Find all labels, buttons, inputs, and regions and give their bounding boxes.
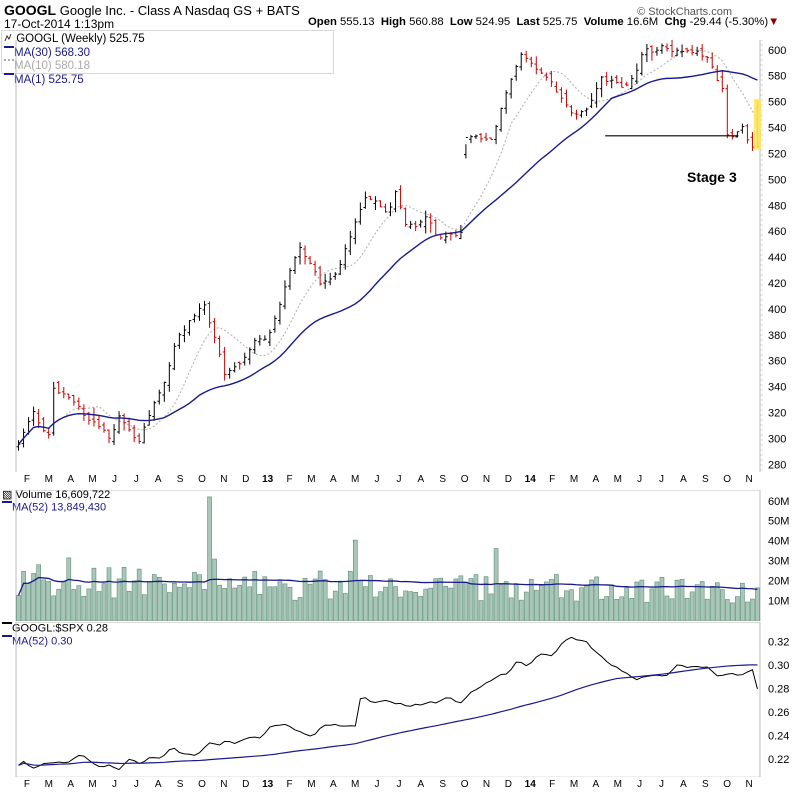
svg-text:A: A — [680, 474, 687, 485]
svg-text:A: A — [67, 779, 74, 790]
svg-text:13: 13 — [262, 474, 274, 485]
svg-text:300: 300 — [768, 433, 786, 445]
svg-text:380: 380 — [768, 330, 786, 342]
svg-text:A: A — [67, 474, 74, 485]
svg-text:S: S — [702, 779, 709, 790]
svg-text:N: N — [483, 779, 490, 790]
svg-text:M: M — [570, 474, 578, 485]
svg-text:A: A — [330, 474, 337, 485]
svg-text:J: J — [637, 474, 642, 485]
svg-text:O: O — [461, 474, 469, 485]
svg-text:A: A — [417, 474, 424, 485]
svg-text:J: J — [134, 474, 139, 485]
svg-text:520: 520 — [768, 148, 786, 160]
svg-text:600: 600 — [768, 45, 786, 57]
svg-text:F: F — [24, 779, 30, 790]
svg-text:0.26: 0.26 — [768, 707, 789, 719]
svg-text:0.32: 0.32 — [768, 637, 789, 649]
svg-text:F: F — [549, 474, 555, 485]
svg-text:M: M — [307, 779, 315, 790]
svg-text:J: J — [112, 474, 117, 485]
svg-text:N: N — [220, 779, 227, 790]
svg-text:480: 480 — [768, 200, 786, 212]
svg-text:20M: 20M — [768, 575, 789, 587]
svg-text:J: J — [396, 474, 401, 485]
svg-text:D: D — [505, 779, 512, 790]
svg-text:320: 320 — [768, 408, 786, 420]
svg-text:O: O — [723, 779, 731, 790]
svg-text:J: J — [375, 779, 380, 790]
svg-text:500: 500 — [768, 174, 786, 186]
svg-text:F: F — [286, 779, 292, 790]
svg-text:M: M — [351, 779, 359, 790]
svg-text:S: S — [177, 474, 184, 485]
svg-text:M: M — [351, 474, 359, 485]
svg-text:440: 440 — [768, 252, 786, 264]
svg-text:F: F — [549, 779, 555, 790]
svg-text:F: F — [24, 474, 30, 485]
svg-text:J: J — [659, 474, 664, 485]
svg-text:A: A — [680, 779, 687, 790]
svg-text:M: M — [614, 474, 622, 485]
svg-text:340: 340 — [768, 382, 786, 394]
svg-text:A: A — [155, 779, 162, 790]
svg-text:540: 540 — [768, 123, 786, 135]
svg-text:10M: 10M — [768, 595, 789, 607]
svg-text:J: J — [112, 779, 117, 790]
svg-text:A: A — [330, 779, 337, 790]
svg-text:N: N — [220, 474, 227, 485]
svg-text:J: J — [659, 779, 664, 790]
svg-text:Stage 3: Stage 3 — [687, 169, 737, 185]
svg-text:0.24: 0.24 — [768, 730, 789, 742]
svg-text:40M: 40M — [768, 535, 789, 547]
svg-text:D: D — [242, 779, 249, 790]
svg-text:O: O — [198, 474, 206, 485]
svg-text:0.28: 0.28 — [768, 684, 789, 696]
svg-text:D: D — [242, 474, 249, 485]
svg-text:A: A — [593, 474, 600, 485]
svg-text:14: 14 — [525, 474, 537, 485]
svg-text:S: S — [702, 474, 709, 485]
svg-text:O: O — [198, 779, 206, 790]
svg-text:J: J — [396, 779, 401, 790]
svg-text:N: N — [483, 474, 490, 485]
svg-text:M: M — [45, 474, 53, 485]
svg-text:M: M — [88, 779, 96, 790]
svg-text:J: J — [637, 779, 642, 790]
svg-text:360: 360 — [768, 356, 786, 368]
svg-text:O: O — [461, 779, 469, 790]
svg-text:A: A — [155, 474, 162, 485]
svg-text:400: 400 — [768, 304, 786, 316]
svg-text:M: M — [45, 779, 53, 790]
svg-text:A: A — [417, 779, 424, 790]
svg-text:A: A — [593, 779, 600, 790]
svg-text:F: F — [286, 474, 292, 485]
svg-text:N: N — [745, 474, 752, 485]
svg-text:D: D — [505, 474, 512, 485]
svg-text:N: N — [745, 779, 752, 790]
svg-text:30M: 30M — [768, 555, 789, 567]
svg-text:50M: 50M — [768, 516, 789, 528]
svg-text:J: J — [375, 474, 380, 485]
svg-text:S: S — [177, 779, 184, 790]
svg-text:60M: 60M — [768, 496, 789, 508]
svg-text:O: O — [723, 474, 731, 485]
svg-text:280: 280 — [768, 459, 786, 471]
svg-text:J: J — [134, 779, 139, 790]
svg-text:M: M — [614, 779, 622, 790]
svg-text:460: 460 — [768, 226, 786, 238]
svg-text:420: 420 — [768, 278, 786, 290]
svg-text:M: M — [88, 474, 96, 485]
svg-text:M: M — [570, 779, 578, 790]
svg-text:S: S — [439, 474, 446, 485]
svg-text:560: 560 — [768, 97, 786, 109]
svg-text:0.22: 0.22 — [768, 754, 789, 766]
svg-text:0.30: 0.30 — [768, 660, 789, 672]
svg-text:580: 580 — [768, 71, 786, 83]
svg-text:M: M — [307, 474, 315, 485]
svg-text:S: S — [439, 779, 446, 790]
svg-text:13: 13 — [262, 779, 274, 790]
svg-text:14: 14 — [525, 779, 537, 790]
